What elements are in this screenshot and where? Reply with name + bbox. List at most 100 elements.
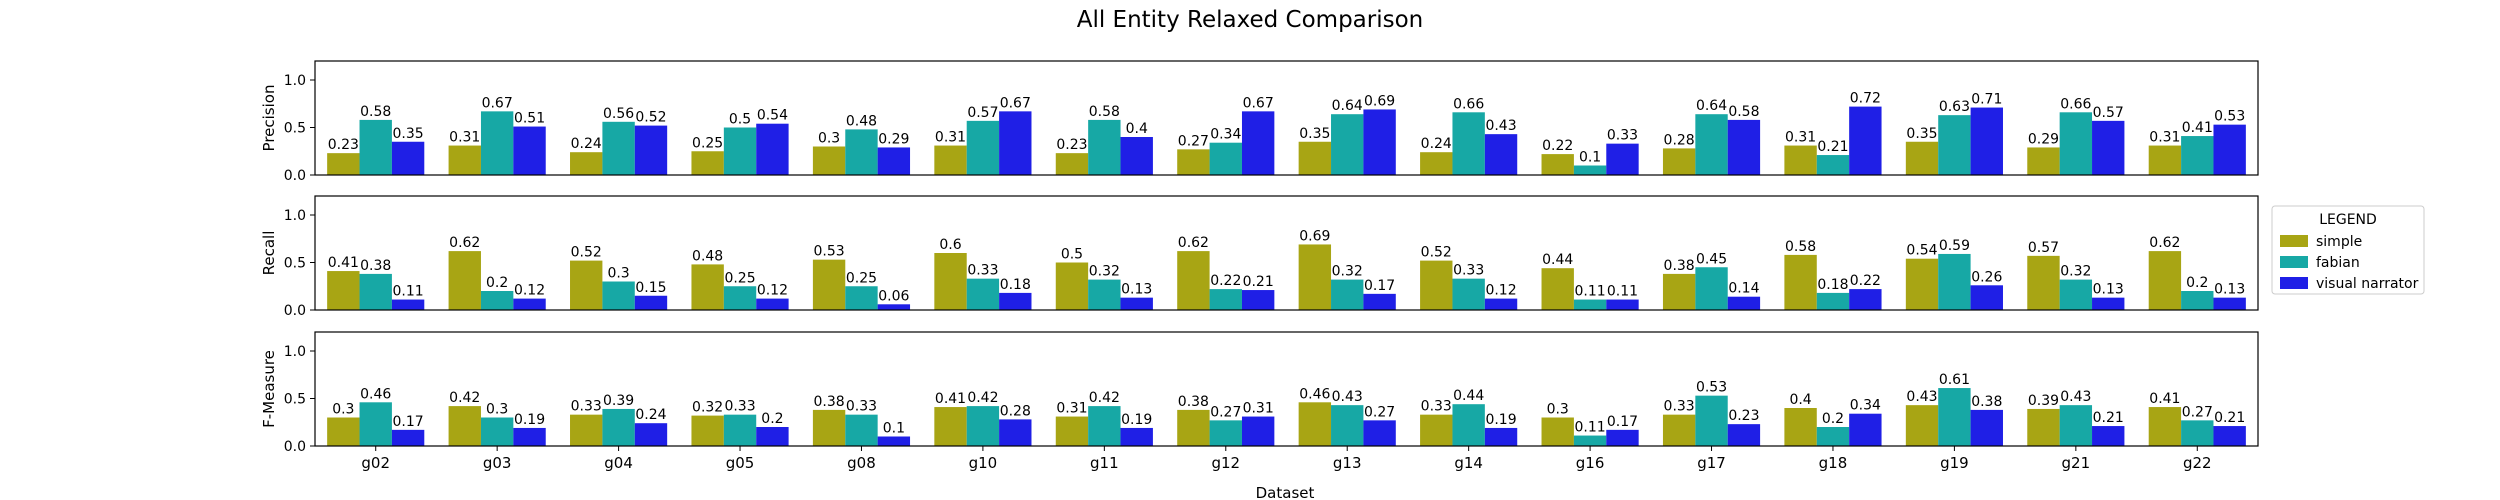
y-tick-label: 0.0 <box>284 168 306 184</box>
chart-title: All Entity Relaxed Comparison <box>1077 7 1424 33</box>
bar-simple-g02 <box>327 271 360 310</box>
x-tick-label: g05 <box>726 454 755 472</box>
value-label: 0.17 <box>393 414 424 430</box>
y-tick-label: 1.0 <box>284 208 306 224</box>
value-label: 0.4 <box>1126 121 1148 137</box>
value-label: 0.25 <box>692 135 723 151</box>
bar-fabian-g10 <box>966 120 1000 175</box>
bar-simple-g18 <box>1784 408 1817 446</box>
value-label: 0.18 <box>1000 277 1031 293</box>
x-tick-label: g18 <box>1819 454 1848 472</box>
value-label: 0.57 <box>2093 105 2124 121</box>
plot-frame <box>314 195 2259 311</box>
value-label: 0.2 <box>1822 411 1844 427</box>
value-label: 0.1 <box>1579 150 1601 166</box>
value-label: 0.66 <box>2060 96 2091 112</box>
x-tick-label: g19 <box>1940 454 1969 472</box>
bar-fabian-g03 <box>480 111 514 175</box>
bar-simple-g10 <box>934 145 967 175</box>
legend-swatch-visual-narrator <box>2280 277 2308 289</box>
bar-simple-g11 <box>1055 416 1089 446</box>
bar-fabian-g14 <box>1452 278 1485 310</box>
value-label: 0.27 <box>1364 404 1395 420</box>
chart-panels: Precision 0.0 0.5 1.0 0.23 0.31 0.24 0.25 0.3 0.3… <box>260 60 2259 472</box>
legend-entry-simple: simple <box>2316 234 2362 250</box>
value-label: 0.06 <box>878 288 909 304</box>
value-label: 0.18 <box>1817 277 1848 293</box>
value-label: 0.57 <box>967 105 998 121</box>
value-label: 0.32 <box>1089 264 1120 280</box>
bar-visual-narrator-g02 <box>391 299 425 310</box>
bar-fabian-g10 <box>966 278 1000 310</box>
bar-fabian-g03 <box>480 291 514 310</box>
bar-fabian-g02 <box>359 119 392 175</box>
bar-simple-g22 <box>2148 407 2182 446</box>
bar-fabian-g04 <box>602 281 635 310</box>
legend: LEGEND simple fabian visual narrator <box>2271 205 2425 295</box>
value-label: 0.33 <box>571 399 602 415</box>
bar-fabian-g16 <box>1573 165 1607 175</box>
value-label: 0.44 <box>1542 252 1573 268</box>
bar-simple-g19 <box>1905 258 1939 310</box>
bar-visual-narrator-g14 <box>1484 134 1518 175</box>
bar-simple-g08 <box>812 146 846 175</box>
value-label: 0.27 <box>1178 133 1209 149</box>
bar-visual-narrator-g19 <box>1970 285 2003 310</box>
x-tick-label: g13 <box>1333 454 1362 472</box>
bar-fabian-g17 <box>1695 267 1728 310</box>
x-tick-label: g14 <box>1454 454 1483 472</box>
value-label: 0.14 <box>1728 281 1759 297</box>
bar-fabian-g12 <box>1209 289 1242 310</box>
value-label: 0.23 <box>328 137 359 153</box>
bar-visual-narrator-g05 <box>756 298 789 310</box>
value-label: 0.3 <box>607 266 629 282</box>
value-label: 0.13 <box>2093 282 2124 298</box>
value-label: 0.33 <box>1453 263 1484 279</box>
value-label: 0.52 <box>571 245 602 261</box>
value-label: 0.12 <box>514 283 545 299</box>
value-label: 0.58 <box>1785 239 1816 255</box>
value-label: 0.31 <box>935 130 966 146</box>
bar-fabian-g16 <box>1573 435 1607 446</box>
plot-frame <box>314 331 2259 447</box>
bar-visual-narrator-g03 <box>513 298 546 310</box>
bar-fabian-g05 <box>723 414 757 446</box>
bar-simple-g03 <box>448 251 481 310</box>
bar-visual-narrator-g16 <box>1606 299 1639 310</box>
value-label: 0.13 <box>1121 282 1152 298</box>
bar-visual-narrator-g02 <box>391 429 425 446</box>
bar-fabian-g12 <box>1209 142 1242 175</box>
bar-simple-g13 <box>1298 244 1332 310</box>
y-axis-label: Recall <box>260 231 278 276</box>
value-label: 0.21 <box>1817 139 1848 155</box>
value-label: 0.19 <box>1485 412 1516 428</box>
value-label: 0.35 <box>1906 126 1937 142</box>
bar-visual-narrator-g13 <box>1363 420 1396 446</box>
value-label: 0.31 <box>2149 130 2180 146</box>
value-label: 0.27 <box>2182 404 2213 420</box>
bar-simple-g14 <box>1420 414 1453 446</box>
value-label: 0.58 <box>360 104 391 120</box>
value-label: 0.41 <box>2182 120 2213 136</box>
value-label: 0.33 <box>846 399 877 415</box>
value-label: 0.62 <box>1178 235 1209 251</box>
bar-visual-narrator-g13 <box>1363 293 1396 310</box>
bar-fabian-g02 <box>359 273 392 310</box>
y-tick-label: 1.0 <box>284 344 306 360</box>
value-label: 0.17 <box>1607 414 1638 430</box>
value-label: 0.38 <box>1971 394 2002 410</box>
bar-fabian-g21 <box>2059 279 2093 310</box>
bar-fabian-g04 <box>602 121 635 175</box>
value-label: 0.17 <box>1364 278 1395 294</box>
y-tick-label: 0.5 <box>284 256 306 272</box>
value-label: 0.33 <box>1421 399 1452 415</box>
value-label: 0.39 <box>2028 393 2059 409</box>
value-label: 0.43 <box>1906 389 1937 405</box>
bar-fabian-g08 <box>845 286 878 310</box>
bar-visual-narrator-g11 <box>1120 427 1153 446</box>
value-label: 0.4 <box>1789 392 1811 408</box>
bar-simple-g13 <box>1298 402 1332 446</box>
value-label: 0.24 <box>635 407 666 423</box>
bar-simple-g22 <box>2148 145 2182 175</box>
